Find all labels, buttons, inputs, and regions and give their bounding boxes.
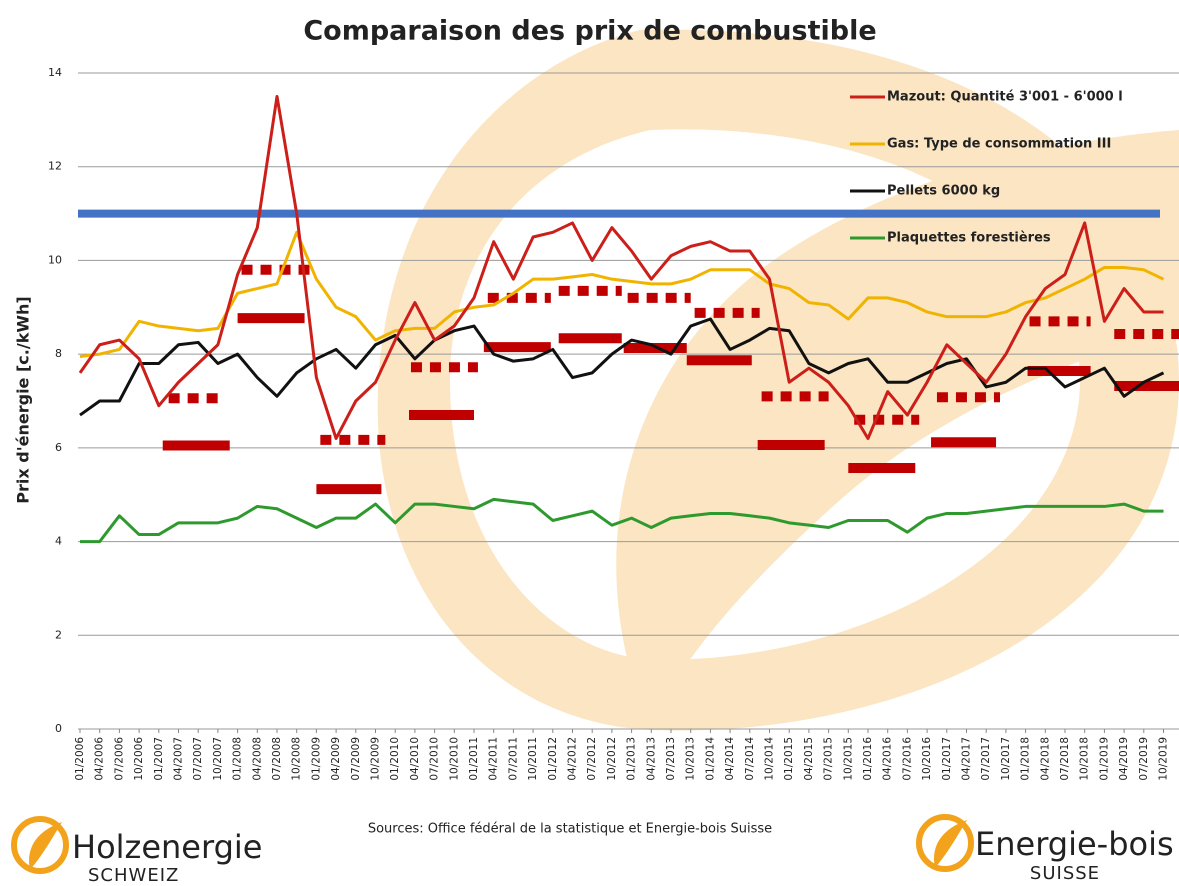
- logo-name: Energie-bois: [975, 825, 1174, 863]
- x-tick-label: 04/2012: [567, 737, 579, 781]
- x-tick-label: 10/2014: [764, 737, 776, 781]
- y-tick-label: 2: [55, 628, 62, 641]
- y-tick-label: 6: [55, 441, 62, 454]
- x-tick-label: 07/2013: [665, 737, 677, 781]
- y-tick-label: 4: [55, 535, 62, 548]
- x-tick-label: 10/2008: [291, 737, 303, 781]
- x-tick-label: 04/2019: [1118, 737, 1130, 781]
- x-tick-label: 07/2010: [429, 737, 441, 781]
- x-tick-label: 04/2018: [1039, 737, 1051, 781]
- x-tick-label: 01/2018: [1020, 737, 1032, 781]
- x-tick-label: 01/2016: [862, 737, 874, 781]
- x-tick-label: 10/2007: [212, 737, 224, 781]
- x-tick-label: 01/2011: [468, 737, 480, 781]
- y-axis-label: Prix d'énergie [c./kWh]: [14, 296, 33, 503]
- logo-left: Holzenergie SCHWEIZ: [14, 819, 262, 886]
- x-tick-label: 07/2006: [113, 737, 125, 781]
- y-tick-label: 8: [55, 347, 62, 360]
- x-tick-label: 01/2013: [626, 737, 638, 781]
- legend-item: Mazout: Quantité 3'001 - 6'000 l: [850, 90, 1123, 105]
- legend-label: Pellets 6000 kg: [887, 184, 1000, 199]
- x-tick-label: 07/2019: [1138, 737, 1150, 781]
- source: Sources: Office fédéral de la statistiqu…: [368, 822, 772, 837]
- legend-item: Pellets 6000 kg: [850, 184, 1000, 199]
- x-tick-label: 01/2012: [547, 737, 559, 781]
- x-tick-label: 01/2019: [1098, 737, 1110, 781]
- chart: Comparaison des prix de combustible Prix…: [0, 0, 1179, 886]
- logo-name: Holzenergie: [72, 828, 262, 866]
- x-tick-label: 04/2013: [645, 737, 657, 781]
- x-tick-label: 04/2006: [94, 737, 106, 781]
- x-tick-label: 01/2014: [704, 737, 716, 781]
- x-tick-label: 07/2011: [507, 737, 519, 781]
- x-tick-label: 01/2017: [941, 737, 953, 781]
- x-tick-label: 07/2018: [1059, 737, 1071, 781]
- y-tick-label: 0: [55, 722, 62, 735]
- x-tick-label: 10/2010: [448, 737, 460, 781]
- chart-title: Comparaison des prix de combustible: [303, 16, 876, 47]
- x-tick-label: 10/2019: [1158, 737, 1170, 781]
- x-tick-label: 07/2012: [586, 737, 598, 781]
- x-tick-label: 04/2007: [173, 737, 185, 781]
- x-tick-label: 04/2015: [803, 737, 815, 781]
- x-tick-label: 04/2014: [724, 737, 736, 781]
- x-tick-label: 10/2011: [527, 737, 539, 781]
- x-tick-label: 07/2008: [271, 737, 283, 781]
- y-tick-label: 14: [48, 66, 62, 79]
- legend-label: Plaquettes forestières: [887, 231, 1051, 246]
- x-tick-label: 07/2015: [823, 737, 835, 781]
- x-tick-label: 10/2012: [606, 737, 618, 781]
- logo-right: Energie-bois SUISSE: [919, 817, 1174, 884]
- x-tick-label: 01/2007: [153, 737, 165, 781]
- x-tick-label: 01/2009: [310, 737, 322, 781]
- x-tick-label: 10/2015: [842, 737, 854, 781]
- x-tick-label: 04/2016: [882, 737, 894, 781]
- x-tick-label: 10/2017: [1000, 737, 1012, 781]
- x-tick-label: 10/2006: [133, 737, 145, 781]
- x-tick-label: 01/2010: [389, 737, 401, 781]
- x-tick-label: 07/2016: [901, 737, 913, 781]
- legend-label: Mazout: Quantité 3'001 - 6'000 l: [887, 90, 1123, 105]
- x-tick-label: 01/2015: [783, 737, 795, 781]
- x-tick-label: 10/2009: [370, 737, 382, 781]
- x-tick-label: 04/2010: [409, 737, 421, 781]
- x-tick-label: 10/2013: [685, 737, 697, 781]
- x-tick-label: 07/2017: [980, 737, 992, 781]
- x-tick-label: 04/2008: [251, 737, 263, 781]
- logo-sub: SUISSE: [1030, 863, 1100, 884]
- legend-label: Gas: Type de consommation III: [887, 137, 1111, 152]
- x-tick-label: 07/2009: [350, 737, 362, 781]
- x-tick-label: 10/2018: [1079, 737, 1091, 781]
- y-tick-label: 12: [48, 160, 62, 173]
- y-tick-label: 10: [48, 253, 62, 266]
- legend-item: Gas: Type de consommation III: [850, 137, 1111, 152]
- x-tick-label: 07/2014: [744, 737, 756, 781]
- x-tick-label: 07/2007: [192, 737, 204, 781]
- x-tick-label: 01/2006: [74, 737, 86, 781]
- x-tick-label: 04/2017: [961, 737, 973, 781]
- logo-sub: SCHWEIZ: [88, 865, 179, 886]
- x-tick-label: 04/2009: [330, 737, 342, 781]
- x-tick-label: 01/2008: [232, 737, 244, 781]
- x-tick-label: 04/2011: [488, 737, 500, 781]
- x-tick-label: 10/2016: [921, 737, 933, 781]
